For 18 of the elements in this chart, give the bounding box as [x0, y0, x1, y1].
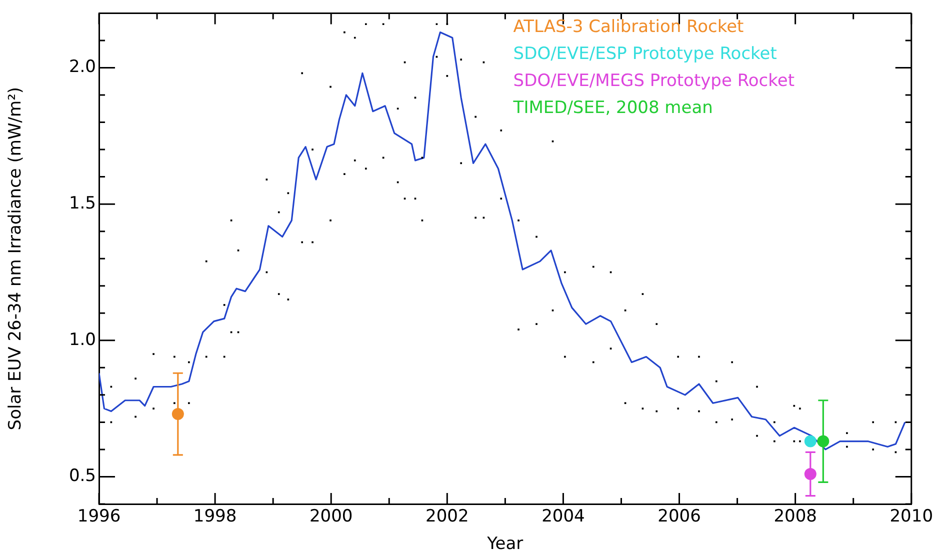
- x-tick-label: 2004: [542, 506, 585, 527]
- x-tick-label: 1998: [193, 506, 237, 527]
- x-tick-label: 2008: [774, 506, 817, 527]
- x-axis-title: Year: [486, 534, 524, 554]
- text: SDO/EVE/MEGS Prototype Rocket: [513, 71, 795, 92]
- x-tick-label: 1996: [77, 506, 121, 527]
- y-tick-label: 1.5: [68, 193, 96, 214]
- x-tick-label: 2006: [658, 506, 701, 527]
- y-tick-label: 2.0: [68, 57, 96, 78]
- x-tick-label: 2000: [309, 506, 353, 527]
- text: TIMED/SEE, 2008 mean: [512, 98, 713, 118]
- text: SDO/EVE/ESP Prototype Rocket: [513, 44, 778, 64]
- text: 0.5: [68, 466, 96, 486]
- x-tick-label: 2002: [426, 506, 469, 527]
- text: ATLAS-3 Calibration Rocket: [513, 17, 744, 38]
- y-axis-title: Solar EUV 26-34 nm Irradiance (mW/m²): [6, 86, 26, 430]
- x-tick-label: 2010: [890, 506, 933, 527]
- y-tick-label: 1.0: [68, 330, 96, 350]
